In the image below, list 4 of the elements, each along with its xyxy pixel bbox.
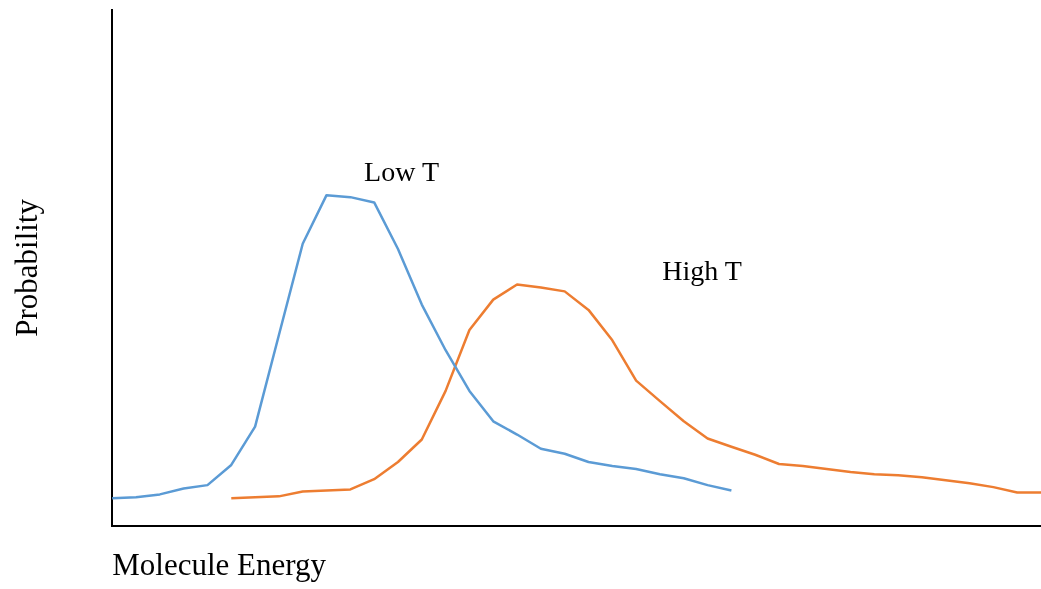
series-label: Low T [364, 155, 439, 187]
y-axis-title: Probability [8, 198, 44, 337]
text: High T [662, 254, 742, 286]
x-axis-title: Molecule Energy [112, 546, 327, 582]
